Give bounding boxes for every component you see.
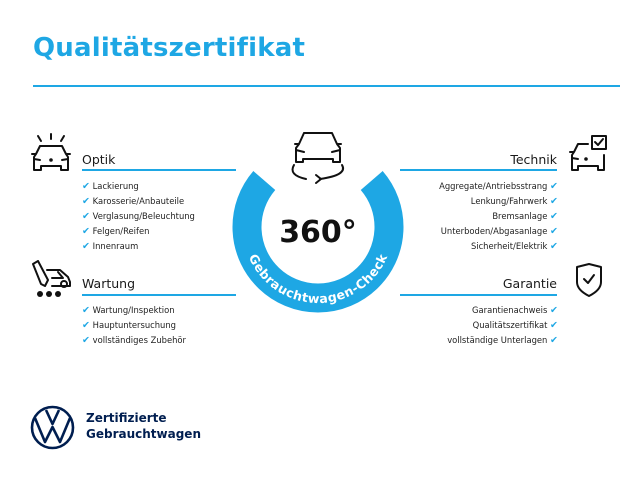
list-item: ✔ Innenraum: [82, 241, 139, 252]
optik-list: ✔ Lackierung ✔ Karosserie/Anbauteile ✔ V…: [82, 179, 195, 254]
list-item: ✔ Felgen/Reifen: [82, 226, 150, 237]
check-icon: ✔: [82, 320, 90, 331]
check-icon: ✔: [82, 196, 90, 207]
section-title-optik: Optik: [82, 152, 116, 167]
check-icon: ✔: [82, 181, 90, 192]
list-item: ✔ Verglasung/Beleuchtung: [82, 211, 195, 222]
check-icon: ✔: [82, 241, 90, 252]
section-title-wartung: Wartung: [82, 276, 136, 291]
page-title: Qualitätszertifikat: [33, 33, 306, 63]
check-icon: ✔: [550, 305, 558, 316]
wartung-list: ✔ Wartung/Inspektion ✔ Hauptuntersuchung…: [82, 303, 186, 348]
list-item: ✔ Lackierung: [82, 181, 139, 192]
brand-line-2: Gebrauchtwagen: [86, 427, 201, 441]
check-icon: ✔: [550, 335, 558, 346]
list-item: Lenkung/Fahrwerk ✔: [470, 196, 558, 207]
list-item: Unterboden/Abgasanlage ✔: [440, 226, 558, 237]
section-title-garantie: Garantie: [502, 276, 557, 291]
car-lights-icon: [31, 133, 71, 171]
360-label: 360°: [279, 215, 357, 250]
garantie-list: Garantienachweis ✔ Qualitätszertifikat ✔…: [400, 303, 558, 348]
technik-divider: [400, 169, 557, 171]
check-icon: ✔: [550, 241, 558, 252]
list-item: Bremsanlage ✔: [492, 211, 558, 222]
car-rotate-icon: [291, 132, 344, 184]
list-item: Sicherheit/Elektrik ✔: [470, 241, 558, 252]
wartung-divider: [82, 294, 236, 296]
list-item: Aggregate/Antriebsstrang ✔: [439, 181, 558, 192]
shield-check-icon: [576, 263, 602, 297]
list-item: ✔ vollständiges Zubehör: [82, 335, 186, 346]
list-item: Qualitätszertifikat ✔: [472, 320, 558, 331]
check-icon: ✔: [550, 181, 558, 192]
brand-line-1: Zertifizierte: [86, 411, 167, 425]
check-icon: ✔: [550, 196, 558, 207]
360-check-badge: 360° Gebrauchtwagen-Check: [232, 132, 404, 313]
check-icon: ✔: [550, 226, 558, 237]
list-item: ✔ Wartung/Inspektion: [82, 305, 175, 316]
list-item: Garantienachweis ✔: [472, 305, 558, 316]
check-icon: ✔: [550, 211, 558, 222]
service-tools-icon: [32, 260, 71, 297]
check-icon: ✔: [550, 320, 558, 331]
title-divider: [33, 85, 620, 87]
car-checkbox-icon: [569, 135, 607, 171]
check-icon: ✔: [82, 335, 90, 346]
brand-text: Zertifizierte Gebrauchtwagen: [86, 410, 201, 442]
section-title-technik: Technik: [510, 152, 557, 167]
list-item: vollständige Unterlagen ✔: [447, 335, 558, 346]
technik-list: Aggregate/Antriebsstrang ✔ Lenkung/Fahrw…: [400, 179, 558, 254]
optik-divider: [82, 169, 236, 171]
list-item: ✔ Hauptuntersuchung: [82, 320, 176, 331]
vw-logo: [30, 405, 75, 450]
garantie-divider: [400, 294, 557, 296]
badge-ring: [232, 171, 404, 313]
list-item: ✔ Karosserie/Anbauteile: [82, 196, 185, 207]
check-icon: ✔: [82, 211, 90, 222]
check-icon: ✔: [82, 305, 90, 316]
check-icon: ✔: [82, 226, 90, 237]
